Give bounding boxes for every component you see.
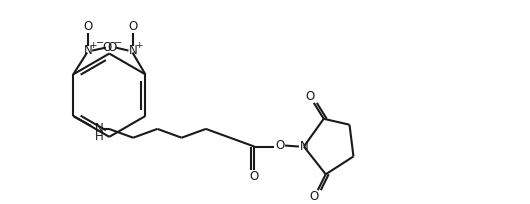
Text: H: H bbox=[95, 130, 103, 143]
Text: O: O bbox=[102, 41, 111, 54]
Text: O: O bbox=[276, 139, 285, 152]
Text: N: N bbox=[299, 140, 308, 153]
Text: O: O bbox=[129, 20, 138, 33]
Text: +: + bbox=[90, 41, 97, 50]
Text: O: O bbox=[84, 20, 93, 33]
Text: O: O bbox=[107, 41, 117, 54]
Text: N: N bbox=[129, 44, 138, 57]
Text: O: O bbox=[305, 90, 314, 103]
Text: O: O bbox=[309, 190, 319, 203]
Text: O: O bbox=[250, 170, 259, 183]
Text: −: − bbox=[96, 38, 104, 48]
Text: +: + bbox=[135, 41, 143, 50]
Text: N: N bbox=[95, 122, 103, 135]
Text: −: − bbox=[114, 38, 122, 48]
Text: N: N bbox=[84, 44, 93, 57]
